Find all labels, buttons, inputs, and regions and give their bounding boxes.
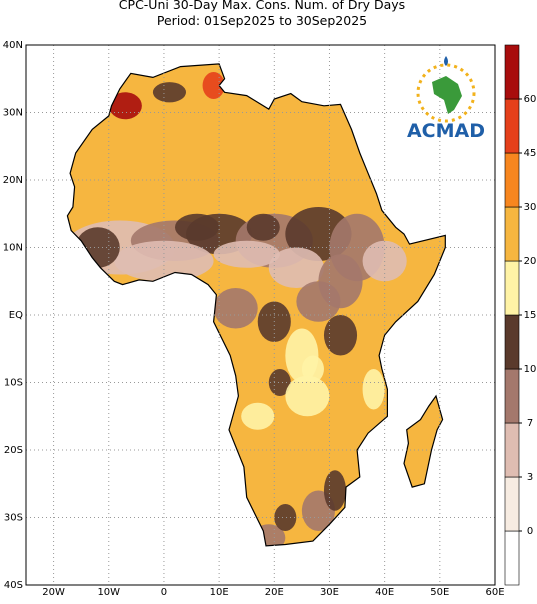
- dry-days-area: [108, 92, 142, 120]
- logo-ring: [416, 63, 476, 123]
- dry-days-area: [246, 213, 280, 241]
- colorbar-bin: [504, 368, 520, 424]
- y-tick-label: 40S: [4, 580, 23, 591]
- colorbar-label: 60: [524, 94, 537, 105]
- colorbar-label: 3: [527, 472, 533, 483]
- colorbar-label: 30: [524, 202, 537, 213]
- colorbar-label: 45: [524, 148, 537, 159]
- y-tick-label: 30S: [4, 513, 23, 524]
- map-border: [25, 44, 496, 586]
- colorbar: 0 3 7 10 15 20 30 45 60: [504, 44, 537, 586]
- dry-days-area: [323, 315, 358, 356]
- x-tick-label: 50E: [430, 587, 449, 598]
- x-tick-label: 20E: [265, 587, 284, 598]
- x-tick-label: 40E: [375, 587, 394, 598]
- y-tick-label: 20N: [3, 175, 23, 186]
- chart-title: CPC-Uni 30-Day Max. Cons. Num. of Dry Da…: [119, 0, 405, 12]
- colorbar-label: 7: [527, 418, 533, 429]
- dry-days-area: [296, 281, 341, 322]
- colorbar-bin: [504, 314, 520, 370]
- colorbar-bin: [504, 152, 520, 208]
- y-tick-label: 20S: [4, 445, 23, 456]
- colorbar-bin: [504, 44, 520, 100]
- dry-days-area: [274, 504, 297, 531]
- colorbar-bin: [504, 98, 520, 154]
- logo-drop: [444, 56, 448, 66]
- x-tick-label: 0: [161, 587, 167, 598]
- x-tick-label: 30E: [320, 587, 339, 598]
- dry-days-area: [362, 369, 385, 410]
- y-tick-label: EQ: [9, 310, 23, 321]
- logo-africa: [432, 76, 462, 114]
- y-tick-label: 40N: [3, 40, 23, 51]
- x-tick-label: 10W: [97, 587, 120, 598]
- colorbar-bin: [504, 260, 520, 316]
- colorbar-bin: [504, 206, 520, 262]
- dry-days-area: [202, 72, 225, 99]
- colorbar-bin: [504, 476, 520, 532]
- colorbar-bin: [504, 530, 520, 586]
- dry-days-area: [301, 355, 324, 383]
- dry-days-area: [241, 402, 275, 430]
- dry-days-area: [268, 247, 324, 288]
- x-tick-label: 10E: [210, 587, 229, 598]
- colorbar-label: 0: [527, 526, 533, 537]
- dry-days-area: [213, 288, 258, 329]
- colorbar-label: 15: [524, 310, 537, 321]
- coastline: [66, 63, 446, 547]
- x-tick-label: 60E: [485, 587, 504, 598]
- dry-days-area: [323, 470, 347, 511]
- dry-days-area: [152, 82, 187, 103]
- colorbar-label: 10: [524, 364, 537, 375]
- dry-days-area: [285, 375, 330, 417]
- y-tick-label: 30N: [3, 108, 23, 119]
- logo: ACMAD: [407, 56, 485, 142]
- y-tick-label: 10S: [4, 378, 23, 389]
- x-tick-label: 20W: [42, 587, 65, 598]
- y-tick-label: 10N: [3, 243, 23, 254]
- logo-text: ACMAD: [407, 120, 485, 142]
- chart-subtitle: Period: 01Sep2025 to 30Sep2025: [157, 13, 367, 28]
- colorbar-bin: [504, 422, 520, 478]
- dry-days-area: [174, 213, 220, 241]
- colorbar-label: 20: [524, 256, 537, 267]
